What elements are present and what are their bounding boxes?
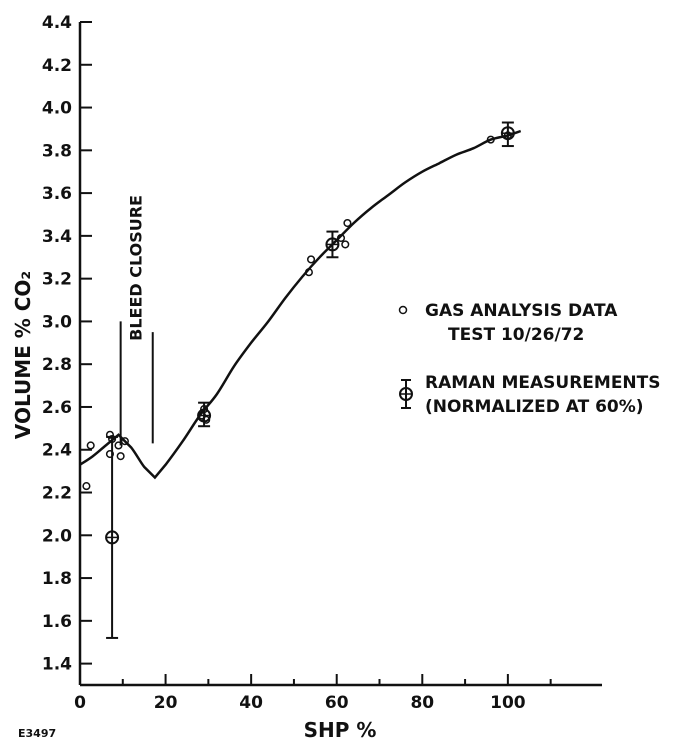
legend-raman-marker (400, 380, 412, 408)
y-tick-label: 2.0 (42, 526, 72, 546)
y-tick-label: 3.0 (42, 312, 72, 332)
x-tick-label: 80 (410, 693, 434, 713)
y-tick-label: 3.4 (42, 227, 72, 247)
gas-data-point (117, 453, 124, 460)
x-axis-title: SHP % (304, 718, 377, 742)
y-tick-label: 1.6 (42, 612, 72, 632)
legend-gas-label-line2: TEST 10/26/72 (448, 325, 584, 345)
figure-id: E3497 (18, 727, 56, 740)
gas-data-point (87, 442, 94, 449)
bleed-closure-label: BLEED CLOSURE (127, 195, 146, 341)
y-ticks: 1.4 1.6 1.8 2.0 2.2 2.4 2.6 2.8 3.0 3.2 3.4 3.6 3.8 4… (42, 13, 92, 675)
x-tick-label: 20 (154, 693, 178, 713)
y-tick-label: 2.2 (42, 484, 72, 504)
y-tick-label: 2.4 (42, 441, 72, 461)
gas-data-point (308, 256, 315, 263)
x-tick-label: 100 (490, 693, 526, 713)
gas-data-point (342, 241, 349, 248)
x-tick-label: 60 (325, 693, 349, 713)
x-ticks: 0 20 40 60 80 100 (74, 674, 551, 713)
raman-data-point (326, 232, 338, 258)
gas-data-point (344, 220, 351, 227)
axes (80, 22, 602, 685)
legend-raman-label-line2: (NORMALIZED AT 60%) (425, 397, 644, 417)
legend-gas-marker (400, 307, 407, 314)
y-tick-label: 3.2 (42, 270, 72, 290)
legend-gas-label: GAS ANALYSIS DATA (425, 301, 618, 321)
bleed-closure-annotation: BLEED CLOSURE (121, 195, 153, 445)
y-tick-label: 4.2 (42, 56, 72, 76)
y-tick-label: 1.4 (42, 655, 72, 675)
y-tick-label: 2.8 (42, 355, 72, 375)
legend-raman-label: RAMAN MEASUREMENTS (425, 373, 661, 393)
gas-data-point (83, 483, 90, 490)
y-tick-label: 4.0 (42, 99, 72, 119)
x-tick-label: 40 (239, 693, 263, 713)
raman-data-point (106, 437, 118, 638)
y-tick-label: 1.8 (42, 569, 72, 589)
y-tick-label: 4.4 (42, 13, 72, 33)
x-tick-label: 0 (74, 693, 86, 713)
legend: GAS ANALYSIS DATA TEST 10/26/72 RAMAN ME… (400, 301, 661, 417)
y-axis-title: VOLUME % CO₂ (11, 271, 35, 439)
y-tick-label: 2.6 (42, 398, 72, 418)
y-tick-label: 3.6 (42, 184, 72, 204)
y-tick-label: 3.8 (42, 141, 72, 161)
gas-data-point (115, 442, 122, 449)
